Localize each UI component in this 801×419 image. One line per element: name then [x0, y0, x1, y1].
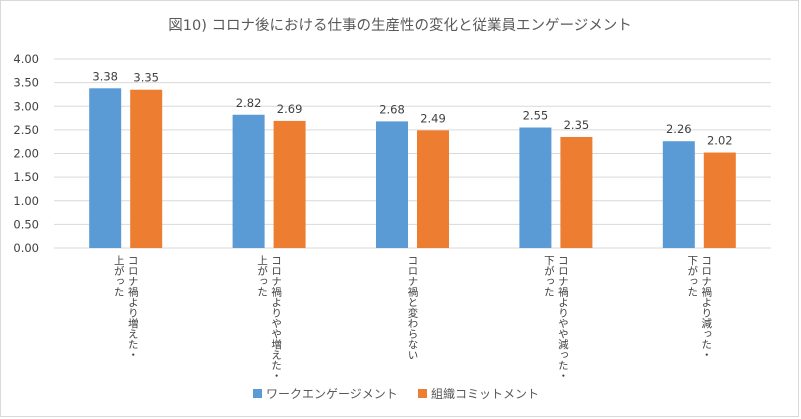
bar-org-commitment	[417, 130, 449, 248]
data-label: 2.68	[379, 102, 405, 116]
category-label: コロナ禍より減った・	[700, 255, 712, 360]
bar-work-engagement	[376, 121, 408, 248]
bar-org-commitment	[703, 152, 736, 248]
legend-swatch	[253, 389, 262, 398]
data-label: 3.35	[133, 71, 159, 85]
legend-label: ワークエンゲージメント	[266, 387, 398, 401]
y-tick-label: 3.50	[13, 76, 39, 90]
category-label: 上がった	[256, 255, 268, 297]
y-tick-label: 3.00	[13, 99, 39, 113]
y-tick-label: 1.50	[13, 170, 39, 184]
data-label: 2.35	[564, 118, 590, 132]
y-tick-label: 0.00	[13, 241, 39, 255]
category-label: 下がった	[686, 255, 698, 297]
y-tick-label: 2.00	[13, 147, 39, 161]
bar-work-engagement	[89, 88, 122, 248]
y-tick-label: 2.50	[13, 123, 39, 137]
category-label: 上がった	[113, 255, 125, 297]
y-tick-label: 4.00	[13, 52, 39, 66]
category-labels: コロナ禍より増えた・上がった コロナ禍よりやや増えた・上がった コロナ禍と変わらない…	[113, 255, 713, 381]
data-label: 2.82	[236, 96, 262, 110]
legend-swatch	[418, 389, 427, 398]
category-label: コロナ禍と変わらない	[407, 255, 419, 360]
data-label: 2.69	[277, 102, 303, 116]
category-label: コロナ禍よりやや増えた・	[270, 255, 282, 381]
chart-title: 図10) コロナ後における仕事の生産性の変化と従業員エンゲージメント	[168, 17, 631, 34]
category-label: コロナ禍よりやや減った・	[557, 255, 569, 381]
data-label: 2.49	[420, 111, 446, 125]
gridlines	[54, 58, 771, 249]
bar-work-engagement	[662, 141, 695, 248]
category-label: コロナ禍より増えた・	[127, 255, 139, 360]
data-labels: 3.38 3.35 2.82 2.69 2.68 2.49 2.55 2.35 2.26 2.02	[92, 69, 732, 147]
y-axis: 0.00 0.50 1.00 1.50 2.00 2.50 3.00 3.50 4.00	[13, 52, 39, 255]
data-label: 2.02	[707, 134, 733, 148]
data-label: 3.38	[92, 69, 118, 83]
category-label: 下がった	[543, 255, 555, 297]
bar-work-engagement	[519, 127, 552, 248]
legend: ワークエンゲージメント 組織コミットメント	[253, 387, 539, 401]
data-label: 2.55	[523, 109, 549, 123]
y-tick-label: 0.50	[13, 217, 39, 231]
bar-org-commitment	[560, 136, 593, 248]
bar-work-engagement	[232, 114, 265, 248]
data-label: 2.26	[666, 122, 692, 136]
bar-org-commitment	[130, 89, 163, 249]
bar-org-commitment	[273, 120, 306, 248]
y-tick-label: 1.00	[13, 194, 39, 208]
bars	[89, 88, 736, 249]
legend-label: 組織コミットメント	[431, 387, 539, 401]
